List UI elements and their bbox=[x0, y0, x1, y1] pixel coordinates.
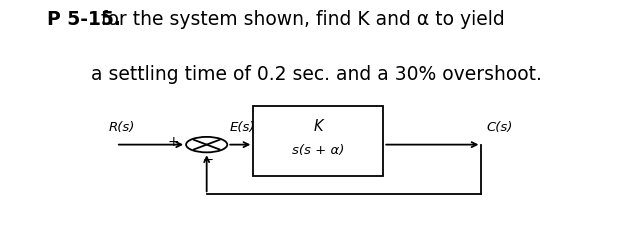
Text: K: K bbox=[313, 120, 323, 135]
Text: s(s + α): s(s + α) bbox=[292, 144, 344, 157]
Text: a settling time of 0.2 sec. and a 30% overshoot.: a settling time of 0.2 sec. and a 30% ov… bbox=[91, 65, 542, 83]
Text: E(s): E(s) bbox=[230, 121, 255, 134]
Text: for the system shown, find K and α to yield: for the system shown, find K and α to yi… bbox=[47, 10, 505, 28]
Text: P 5-15.: P 5-15. bbox=[47, 10, 121, 28]
FancyBboxPatch shape bbox=[253, 106, 384, 176]
Text: −: − bbox=[203, 154, 214, 167]
Text: +: + bbox=[167, 135, 179, 149]
Text: R(s): R(s) bbox=[109, 121, 135, 134]
Text: C(s): C(s) bbox=[486, 121, 513, 134]
